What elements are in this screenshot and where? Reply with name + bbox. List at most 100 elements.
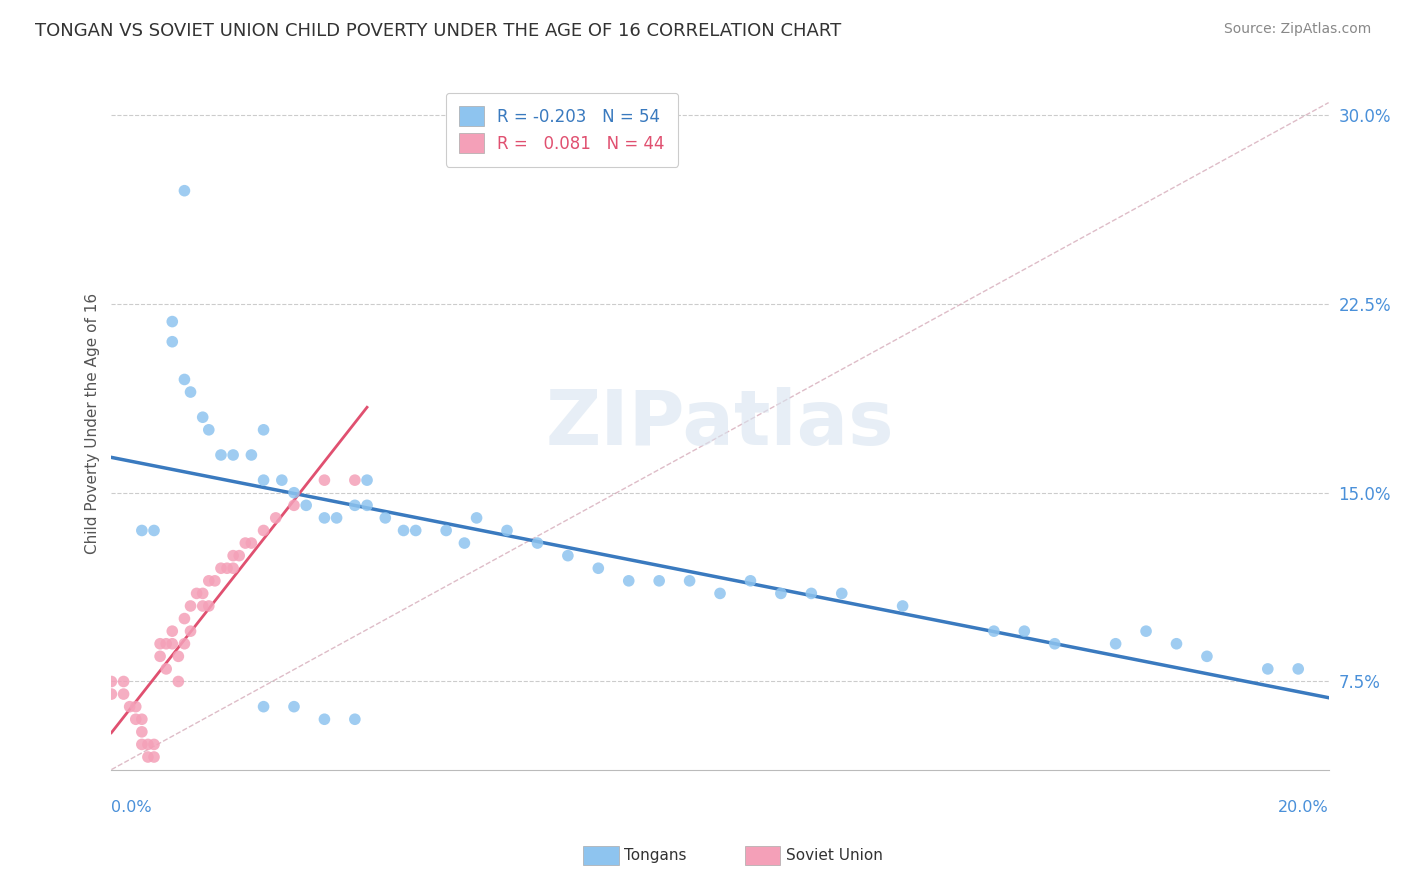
Point (343, 473, 366, 487)
Point (233, 536, 256, 550)
Text: Source: ZipAtlas.com: Source: ZipAtlas.com (1223, 22, 1371, 37)
Point (1135, 624, 1157, 639)
Text: 20.0%: 20.0% (1278, 800, 1329, 814)
Legend: R = -0.203   N = 54, R =   0.081   N = 44: R = -0.203 N = 54, R = 0.081 N = 44 (446, 93, 678, 167)
Point (264, 511, 287, 525)
Point (1014, 624, 1036, 639)
Point (392, 524, 415, 538)
Point (143, 738, 166, 752)
Point (356, 498, 378, 512)
Point (557, 549, 579, 563)
Text: TONGAN VS SOVIET UNION CHILD POVERTY UNDER THE AGE OF 16 CORRELATION CHART: TONGAN VS SOVIET UNION CHILD POVERTY UND… (35, 22, 841, 40)
Point (136, 738, 159, 752)
Point (197, 599, 219, 613)
Point (343, 712, 366, 726)
Point (831, 586, 853, 600)
Point (162, 315, 184, 329)
Point (678, 574, 700, 588)
Point (131, 524, 153, 538)
Point (125, 699, 148, 714)
Point (343, 498, 366, 512)
Point (283, 485, 305, 500)
Point (149, 649, 172, 664)
Point (162, 334, 184, 349)
Point (1104, 637, 1126, 651)
Point (143, 524, 166, 538)
Point (222, 448, 245, 462)
Point (131, 724, 153, 739)
Point (173, 611, 195, 625)
Point (222, 561, 245, 575)
Point (209, 561, 232, 575)
Point (434, 524, 457, 538)
Point (740, 574, 762, 588)
Point (118, 699, 141, 714)
Point (173, 372, 195, 386)
Point (252, 699, 274, 714)
Point (325, 511, 347, 525)
Point (526, 536, 548, 550)
Point (143, 750, 166, 764)
Point (167, 674, 190, 689)
Point (1257, 662, 1279, 676)
Point (173, 184, 195, 198)
Point (197, 423, 219, 437)
Point (800, 586, 823, 600)
Point (295, 498, 318, 512)
Point (186, 586, 208, 600)
Point (112, 674, 135, 689)
Point (240, 448, 263, 462)
Point (496, 524, 519, 538)
Point (252, 423, 274, 437)
Point (709, 586, 731, 600)
Point (405, 524, 427, 538)
Point (100, 674, 122, 689)
Text: ZIPatlas: ZIPatlas (546, 386, 894, 460)
Y-axis label: Child Poverty Under the Age of 16: Child Poverty Under the Age of 16 (86, 293, 100, 554)
Point (270, 473, 292, 487)
Point (465, 511, 488, 525)
Point (155, 662, 177, 676)
Point (162, 637, 184, 651)
Text: Soviet Union: Soviet Union (786, 848, 883, 863)
Point (167, 649, 190, 664)
Point (191, 599, 214, 613)
Point (314, 473, 336, 487)
Point (131, 738, 153, 752)
Point (283, 699, 305, 714)
Point (314, 712, 336, 726)
Text: 0.0%: 0.0% (111, 800, 152, 814)
Point (983, 624, 1005, 639)
Text: Tongans: Tongans (624, 848, 686, 863)
Point (240, 536, 263, 550)
Point (356, 473, 378, 487)
Point (314, 511, 336, 525)
Point (453, 536, 475, 550)
Point (180, 624, 202, 639)
Point (1286, 662, 1309, 676)
Point (112, 687, 135, 701)
Point (215, 561, 238, 575)
Point (131, 712, 153, 726)
Point (191, 410, 214, 425)
Point (155, 637, 177, 651)
Point (252, 473, 274, 487)
Point (162, 624, 184, 639)
Point (136, 750, 159, 764)
Point (374, 511, 396, 525)
Point (648, 574, 671, 588)
Point (228, 549, 250, 563)
Point (197, 574, 219, 588)
Point (283, 498, 305, 512)
Point (617, 574, 640, 588)
Point (1043, 637, 1066, 651)
Point (769, 586, 792, 600)
Point (891, 599, 914, 613)
Point (100, 687, 122, 701)
Point (173, 637, 195, 651)
Point (1166, 637, 1188, 651)
Point (1195, 649, 1218, 664)
Point (180, 385, 202, 400)
Point (588, 561, 610, 575)
Point (180, 599, 202, 613)
